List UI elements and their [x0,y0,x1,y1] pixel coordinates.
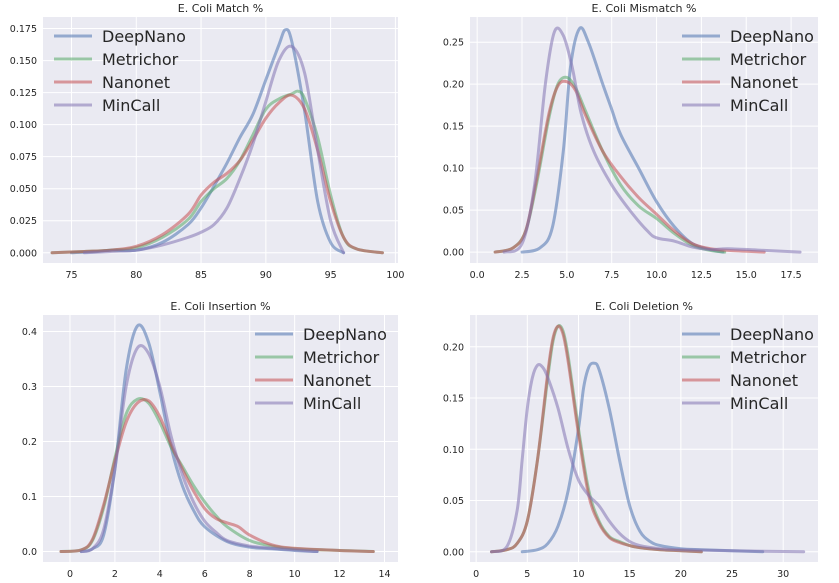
panel-4-x-tick-label: 20 [675,569,687,580]
panel-1-x-tick-label: 90 [260,270,272,281]
panel-3-y-tick-label: 0.4 [22,327,37,338]
panel-3-legend-label-deepnano: DeepNano [303,325,387,344]
panel-4-y-tick-label: 0.15 [443,394,464,405]
panel-4-y-tick-label: 0.05 [443,496,464,507]
panel-1-series-mincall [82,44,346,255]
panel-2-legend-label-mincall: MinCall [730,96,788,115]
panel-3-y-tick-label: 0.0 [22,547,37,558]
panel-2-x-tick-label: 2.5 [514,270,529,281]
panel-3-x-tick-label: 14 [378,569,390,580]
panel-4-y-tick-label: 0.00 [443,547,464,558]
panel-1-legend: DeepNano Metrichor Nanonet MinCall [54,27,186,115]
panel-3-x-tick-label: 10 [289,569,301,580]
panel-4-series-nanonet [489,324,703,554]
panel-2-y-tick-label: 0.00 [443,248,464,259]
panel-4-title: E. Coli Deletion % [595,300,693,313]
panel-4-series-group [489,324,806,554]
panel-1-e-coli-match: 75 80 85 90 95 100 0.000 0.025 0.050 0.075 0.100 0.… [10,2,405,281]
panel-1-y-tick-label: 0.050 [10,184,37,195]
panel-1-y-tick-label: 0.100 [10,120,37,131]
panel-3-x-tick-label: 2 [112,569,118,580]
panel-1-legend-label-nanonet: Nanonet [102,73,170,92]
panel-2-y-tick-label: 0.20 [443,80,464,91]
panel-1-y-tick-label: 0.150 [10,56,37,67]
panel-1-series-group [50,27,384,255]
panel-2-x-tick-label: 17.5 [781,270,802,281]
panel-4-x-tick-label: 5 [524,569,530,580]
panel-2-y-tick-label: 0.05 [443,206,464,217]
panel-1-legend-label-metrichor: Metrichor [102,50,179,69]
panel-2-legend-label-nanonet: Nanonet [730,73,798,92]
panel-3-series-group [59,323,375,554]
panel-1-legend-label-mincall: MinCall [102,96,160,115]
panel-3-x-tick-label: 0 [67,569,73,580]
panel-1-x-tick-label: 85 [195,270,207,281]
panel-2-series-group [493,26,802,254]
panel-2-y-tick-label: 0.15 [443,122,464,133]
panel-2-legend: DeepNano Metrichor Nanonet MinCall [682,27,814,115]
panel-2-legend-label-deepnano: DeepNano [730,27,814,46]
panel-3-x-tick-label: 8 [247,569,253,580]
panel-4-y-tick-label: 0.20 [443,342,464,353]
panel-3-series-mincall [79,344,319,554]
panel-3-legend-label-metrichor: Metrichor [303,348,380,367]
panel-1-y-tick-label: 0.025 [10,216,37,227]
panel-2-y-tick-label: 0.10 [443,164,464,175]
panel-4-legend-label-deepnano: DeepNano [730,325,814,344]
panel-3-title: E. Coli Insertion % [170,300,270,313]
panel-3-y-tick-label: 0.3 [22,382,37,393]
panel-2-x-tick-label: 5.0 [559,270,574,281]
panel-4-legend-label-mincall: MinCall [730,394,788,413]
panel-1-y-tick-label: 0.075 [10,152,37,163]
panel-4-x-tick-label: 0 [473,569,479,580]
panel-2-e-coli-mismatch: 0.0 2.5 5.0 7.5 10.0 12.5 15.0 17.5 0.00 0.05 0.10… [443,2,818,281]
panel-4-legend-label-metrichor: Metrichor [730,348,807,367]
panel-4-x-tick-label: 15 [624,569,636,580]
panel-4-x-tick-label: 10 [572,569,584,580]
panel-1-x-tick-label: 100 [386,270,404,281]
panel-2-x-tick-label: 10.0 [646,270,667,281]
panel-4-series-mincall [489,363,806,554]
panel-4-y-tick-label: 0.10 [443,445,464,456]
panel-4-x-tick-label: 25 [726,569,738,580]
panel-3-y-tick-label: 0.2 [22,437,37,448]
panel-2-x-tick-label: 7.5 [604,270,619,281]
panel-4-legend-label-nanonet: Nanonet [730,371,798,390]
panel-3-y-tick-label: 0.1 [22,492,37,503]
panel-2-legend-label-metrichor: Metrichor [730,50,807,69]
panel-1-y-tick-label: 0.125 [10,88,37,99]
panel-2-x-tick-label: 0.0 [470,270,485,281]
panel-1-series-nanonet [50,93,384,255]
panel-4-x-tick-label: 30 [777,569,789,580]
panel-3-legend-label-nanonet: Nanonet [303,371,371,390]
panel-1-legend-label-deepnano: DeepNano [102,27,186,46]
panel-3-x-tick-label: 4 [157,569,163,580]
panel-3-e-coli-insertion: 0 2 4 6 8 10 12 14 0.0 0.1 0.2 0.3 0.4 E. Coli Insert… [22,300,398,580]
panel-4-legend: DeepNano Metrichor Nanonet MinCall [682,325,814,413]
panel-2-x-tick-label: 15.0 [736,270,757,281]
panel-1-plot-area [43,17,398,263]
panel-3-legend-label-mincall: MinCall [303,394,361,413]
panel-1-x-tick-label: 95 [325,270,337,281]
panel-4-e-coli-deletion: 0 5 10 15 20 25 30 0.00 0.05 0.10 0.15 0.20 E. Coli … [443,300,818,580]
panel-3-legend: DeepNano Metrichor Nanonet MinCall [255,325,387,413]
panel-2-series-mincall [502,26,802,254]
panel-2-y-tick-label: 0.25 [443,38,464,49]
panel-1-x-tick-label: 75 [65,270,77,281]
panel-1-y-tick-label: 0.000 [10,248,37,259]
panel-1-y-tick-label: 0.175 [10,24,37,35]
panel-1-x-tick-label: 80 [130,270,142,281]
panel-1-series-metrichor [50,89,384,255]
panel-1-title: E. Coli Match % [178,2,263,15]
panel-2-title: E. Coli Mismatch % [592,2,697,15]
panel-3-series-nanonet [59,398,375,554]
panel-3-x-tick-label: 6 [202,569,208,580]
panel-3-x-tick-label: 12 [334,569,346,580]
panel-2-x-tick-label: 12.5 [691,270,712,281]
